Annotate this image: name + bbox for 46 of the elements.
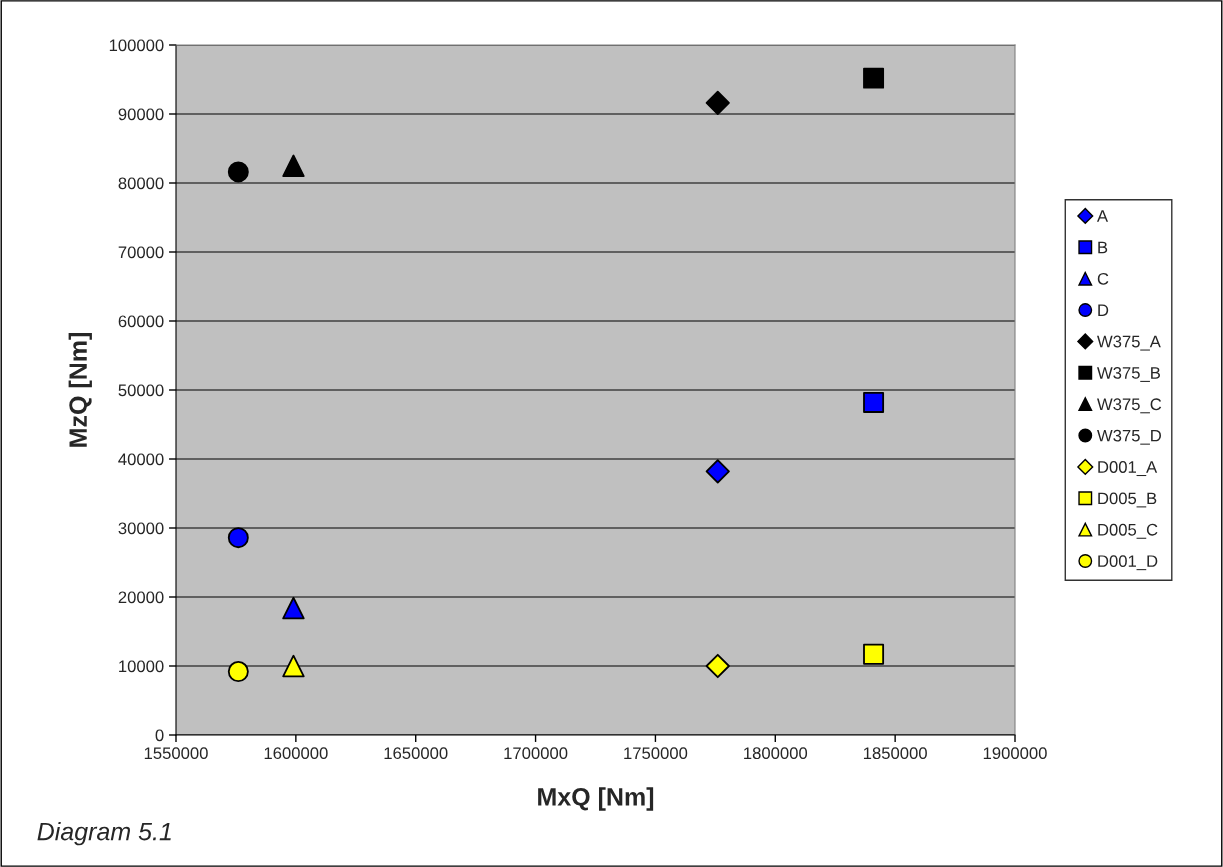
legend-label: W375_C [1097,398,1162,414]
legend-label: D001_A [1098,461,1158,477]
legend-label: C [1097,272,1109,285]
point [282,596,305,620]
x-tick-label: 1700000 [504,747,568,760]
x-tick-label: 1800000 [744,747,808,760]
x-tick-label: 1850000 [863,747,927,760]
legend-label: A [1096,210,1109,222]
point [863,67,885,89]
legend-label: W375_A [1097,335,1161,351]
y-tick-label: 60000 [118,315,164,328]
point [227,161,249,183]
point [863,391,885,413]
y-tick-label: 40000 [118,453,164,466]
legend-label: D [1098,304,1109,316]
x-tick-label: 1600000 [264,747,328,760]
point [282,654,305,678]
x-tick-label: 1650000 [384,747,448,760]
y-tick-label: 90000 [118,108,164,121]
y-axis-title: MzQ [Nm] [68,333,92,447]
y-tick-label: 100000 [109,39,164,52]
y-tick-label: 10000 [119,660,164,673]
x-tick-label: 1900000 [983,747,1047,760]
legend-label: D005_B [1098,492,1157,508]
y-tick-label: 50000 [118,384,164,397]
legend-label: B [1098,241,1108,254]
legend-label: W375_D [1097,429,1161,445]
legend-label: D005_C [1098,523,1158,539]
y-tick-label: 80000 [118,177,164,190]
y-tick-label: 30000 [118,522,164,535]
y-tick-label: 70000 [118,246,164,259]
text: Diagram 5.1 [37,822,171,846]
x-tick-label: 1550000 [144,747,208,760]
y-tick-label: 20000 [118,591,164,604]
point [282,154,305,177]
point [705,459,730,484]
point [227,527,249,549]
legend-label: D001_D [1098,555,1158,571]
x-axis-title: MxQ [Nm] [538,787,654,811]
point [227,661,249,682]
x-tick-label: 1750000 [624,747,688,760]
y-tick-label: 0 [155,729,164,742]
point [705,90,730,116]
point [705,653,730,679]
legend-label: W375_B [1097,366,1160,382]
point [863,643,885,665]
